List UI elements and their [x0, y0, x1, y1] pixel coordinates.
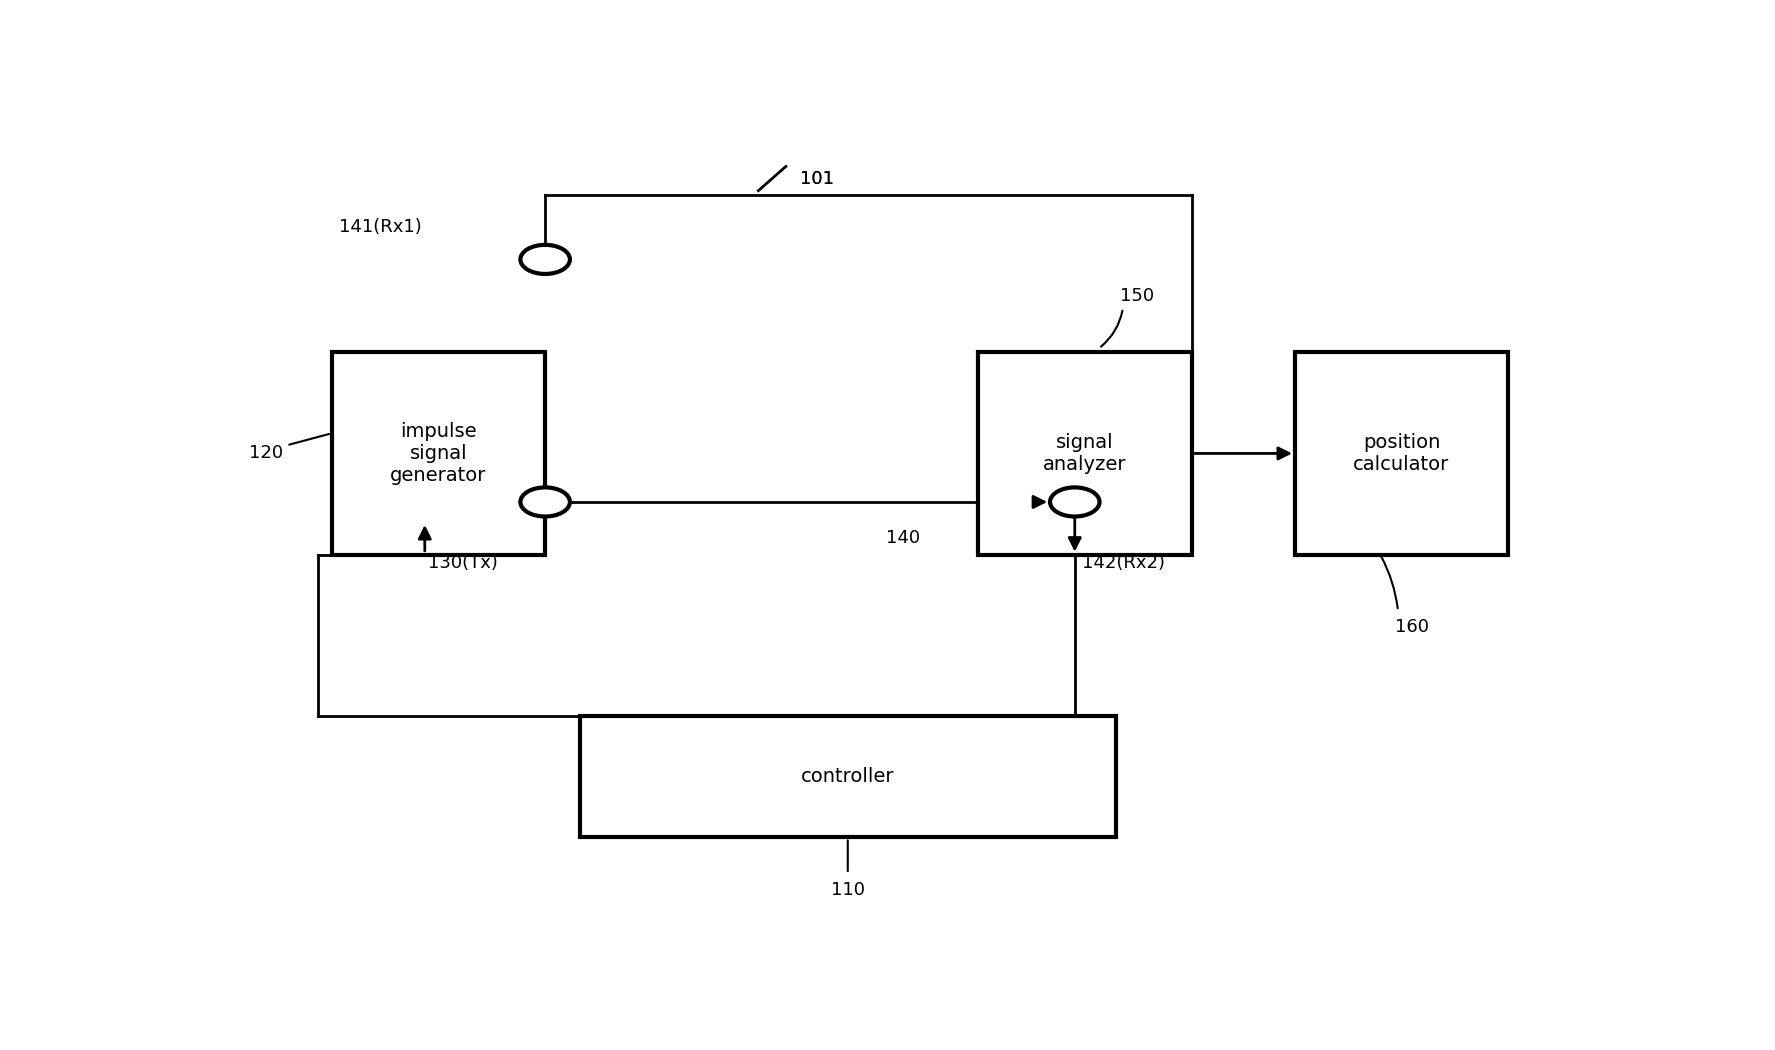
Text: 120: 120: [249, 444, 282, 462]
Bar: [332, 353, 545, 554]
Text: impulse
signal
generator: impulse signal generator: [390, 422, 486, 485]
Bar: [978, 353, 1191, 554]
Text: 110: 110: [831, 881, 864, 899]
Text: 101: 101: [799, 169, 834, 188]
Text: signal
analyzer: signal analyzer: [1044, 433, 1127, 474]
Circle shape: [520, 245, 570, 274]
Circle shape: [1051, 487, 1099, 517]
Bar: [1296, 353, 1509, 554]
Circle shape: [520, 487, 570, 517]
Text: 150: 150: [1120, 287, 1154, 304]
Text: 130(Tx): 130(Tx): [428, 553, 497, 571]
Text: 101: 101: [799, 169, 834, 188]
Text: position
calculator: position calculator: [1353, 433, 1450, 474]
Text: 160: 160: [1395, 618, 1429, 636]
Text: 140: 140: [886, 529, 919, 547]
Text: 142(Rx2): 142(Rx2): [1081, 553, 1164, 571]
Text: controller: controller: [801, 768, 895, 786]
Text: 141(Rx1): 141(Rx1): [339, 218, 421, 236]
Bar: [579, 716, 1116, 838]
